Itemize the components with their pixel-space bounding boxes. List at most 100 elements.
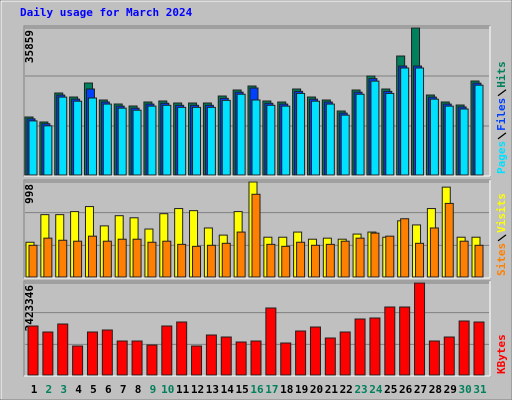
bar [73,100,83,176]
bar [399,306,411,376]
bar [354,318,366,376]
legend-label: Visits [495,193,508,233]
bar [146,344,158,376]
x-tick-label: 6 [105,383,112,396]
bar [251,99,261,176]
bar [162,240,172,278]
x-tick-label: 25 [384,383,397,396]
x-tick-label: 7 [120,383,127,396]
x-tick-label: 8 [135,383,142,396]
bar [117,107,127,176]
x-tick-label: 31 [473,383,487,396]
legend-label: Sites [495,243,508,276]
bar [87,97,97,176]
bar [443,336,455,376]
y-tick-label: 2423346 [23,285,36,332]
bar [131,340,143,376]
bar [295,330,307,376]
bar [310,100,320,176]
x-tick-label: 22 [340,383,353,396]
bar [206,244,216,278]
x-tick-label: 17 [265,383,278,396]
bar [250,340,262,376]
bar [161,325,173,376]
bar [192,106,202,176]
bar [58,239,68,278]
bar [400,218,410,278]
bar [400,67,410,176]
y-tick-label: 35859 [23,30,36,63]
x-tick-label: 10 [161,383,174,396]
x-tick-label: 1 [31,383,38,396]
bar [57,323,69,376]
bar [265,307,277,376]
x-tick-label: 27 [414,383,427,396]
bar [369,317,381,376]
bar [147,241,157,278]
x-tick-label: 13 [206,383,219,396]
bar [415,242,425,278]
x-tick-label: 14 [221,383,235,396]
legend-label: Files [495,98,508,131]
legend-separator [497,234,507,242]
x-tick-label: 21 [325,383,339,396]
bar [429,98,439,176]
bar [370,80,380,176]
x-tick-label: 19 [295,383,308,396]
bar [43,125,53,176]
bar [415,67,425,176]
bar [385,235,395,278]
bar [236,93,246,176]
x-tick-label: 30 [459,383,472,396]
bar [28,120,38,176]
legend-label: Hits [495,61,508,88]
x-tick-label: 16 [250,383,264,396]
bar [28,244,38,278]
x-tick-label: 29 [444,383,457,396]
legend-separator [497,132,507,140]
bar [87,235,97,278]
bar [384,306,396,376]
bar [191,345,203,376]
bar [281,245,291,278]
legend-label: Pages [495,141,508,174]
bar [236,231,246,278]
bar [72,345,84,376]
bar [147,105,157,176]
x-tick-label: 2 [46,383,53,396]
x-tick-label: 28 [429,383,442,396]
x-tick-label: 15 [236,383,249,396]
bar [414,282,426,376]
bar [474,84,484,176]
bar [176,321,188,376]
x-tick-label: 26 [399,383,413,396]
bar [102,240,112,278]
bar [205,334,217,376]
bar [206,106,216,176]
bar [117,238,127,278]
bar [280,342,292,376]
bar [251,193,261,278]
bar [101,329,113,376]
bar [340,114,350,176]
bar [296,241,306,278]
bar [58,96,68,176]
y-tick-label: 998 [23,184,36,204]
bar [116,340,128,376]
bar [370,232,380,278]
bar [310,244,320,278]
bar [324,337,336,376]
bar [221,242,231,278]
bar [340,240,350,278]
bar [192,245,202,278]
bar [266,104,276,176]
bar [309,326,321,376]
x-tick-label: 23 [354,383,367,396]
x-tick-label: 9 [150,383,157,396]
bar [444,105,454,176]
bar [162,104,172,176]
bar [474,244,484,278]
bar [221,99,231,176]
bar [428,340,440,376]
